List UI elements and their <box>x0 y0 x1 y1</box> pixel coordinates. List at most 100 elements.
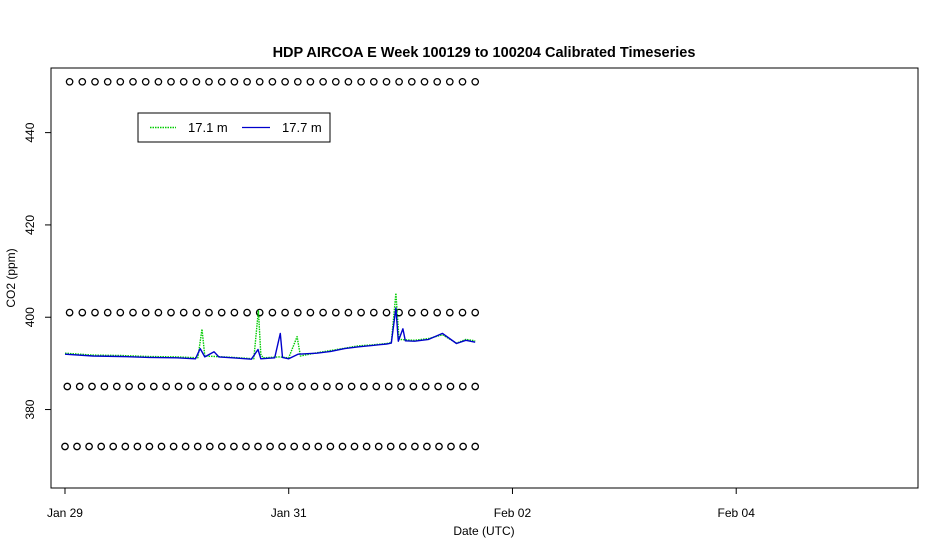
marker-point <box>433 77 442 86</box>
marker-point <box>446 382 455 391</box>
marker-point <box>335 382 344 391</box>
marker-point <box>435 442 443 451</box>
marker-point <box>445 308 454 317</box>
marker-point <box>293 308 302 317</box>
marker-point <box>205 77 213 86</box>
marker-point <box>421 382 430 391</box>
marker-point <box>154 308 163 317</box>
marker-point <box>103 77 112 86</box>
marker-point <box>319 77 327 86</box>
marker-point <box>192 308 201 317</box>
marker-point <box>133 442 142 451</box>
marker-point <box>162 382 171 391</box>
marker-point <box>75 382 84 391</box>
marker-point <box>63 382 72 391</box>
marker-point <box>331 77 340 86</box>
marker-point <box>217 442 226 451</box>
marker-point <box>88 382 96 391</box>
marker-point <box>174 382 183 391</box>
marker-point <box>471 77 480 86</box>
marker-point <box>384 382 393 391</box>
marker-point <box>411 442 419 451</box>
marker-point <box>224 382 232 391</box>
marker-point <box>73 442 81 451</box>
x-axis-label: Date (UTC) <box>453 524 514 538</box>
marker-point <box>369 77 378 86</box>
marker-point <box>347 382 356 391</box>
marker-point <box>471 308 480 317</box>
marker-point <box>91 308 99 317</box>
marker-point <box>306 308 315 317</box>
legend-label-17-7m: 17.7 m <box>282 120 322 135</box>
marker-point <box>360 382 368 391</box>
marker-point <box>386 442 395 451</box>
marker-point <box>281 308 289 317</box>
marker-point <box>398 442 407 451</box>
marker-point <box>97 442 106 451</box>
marker-point <box>310 382 319 391</box>
marker-point <box>338 442 347 451</box>
x-tick-label: Jan 29 <box>47 506 83 520</box>
marker-point <box>193 442 202 451</box>
marker-point <box>314 442 323 451</box>
marker-point <box>302 442 311 451</box>
legend-box <box>137 112 331 143</box>
marker-point <box>268 308 277 317</box>
marker-point <box>167 77 175 86</box>
plot-area <box>61 77 480 451</box>
marker-point <box>242 442 250 451</box>
marker-point <box>319 308 327 317</box>
marker-point <box>129 308 137 317</box>
marker-point <box>230 308 239 317</box>
marker-point <box>459 442 467 451</box>
marker-point <box>382 77 391 86</box>
marker-point <box>255 308 264 317</box>
marker-point <box>109 442 118 451</box>
marker-point <box>141 77 150 86</box>
marker-point <box>85 442 93 451</box>
marker-point <box>407 308 416 317</box>
marker-point <box>211 382 220 391</box>
y-axis-label: CO2 (ppm) <box>4 248 18 307</box>
marker-point <box>205 308 213 317</box>
legend: 17.1 m 17.7 m <box>137 112 331 143</box>
marker-point <box>61 442 69 451</box>
marker-point <box>326 442 335 451</box>
marker-point <box>255 77 264 86</box>
marker-point <box>420 77 429 86</box>
marker-point <box>433 308 442 317</box>
marker-point <box>230 442 238 451</box>
marker-point <box>181 442 190 451</box>
marker-point <box>199 382 208 391</box>
marker-point <box>261 382 269 391</box>
marker-point <box>157 442 166 451</box>
legend-label-17-1m: 17.1 m <box>188 120 228 135</box>
marker-point <box>278 442 286 451</box>
marker-point <box>344 77 353 86</box>
marker-point <box>243 77 251 86</box>
x-tick-label: Feb 04 <box>718 506 756 520</box>
marker-point <box>409 382 418 391</box>
marker-point <box>125 382 133 391</box>
marker-point <box>362 442 371 451</box>
series-line-17-1-m <box>64 292 476 360</box>
marker-point <box>116 77 125 86</box>
marker-point <box>217 77 226 86</box>
marker-point <box>273 382 282 391</box>
x-axis: Jan 29 Jan 31 Feb 02 Feb 04 <box>47 487 756 520</box>
marker-point <box>78 308 87 317</box>
marker-point <box>458 382 467 391</box>
marker-point <box>137 382 146 391</box>
y-axis: 380 400 420 440 <box>23 122 52 420</box>
y-tick-label: 440 <box>23 122 37 142</box>
marker-point <box>145 442 154 451</box>
marker-point <box>323 382 331 391</box>
marker-point <box>154 77 163 86</box>
marker-point <box>374 442 383 451</box>
marker-point <box>65 308 74 317</box>
marker-point <box>103 308 112 317</box>
marker-point <box>112 382 121 391</box>
marker-point <box>344 308 353 317</box>
marker-point <box>331 308 340 317</box>
marker-point <box>230 77 239 86</box>
